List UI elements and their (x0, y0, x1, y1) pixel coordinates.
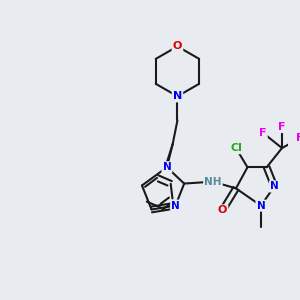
Text: N: N (256, 201, 265, 211)
Text: Cl: Cl (230, 143, 242, 153)
Text: F: F (259, 128, 267, 138)
Text: N: N (171, 201, 180, 211)
Text: F: F (296, 134, 300, 143)
Text: F: F (278, 122, 286, 132)
Text: O: O (218, 206, 227, 215)
Text: NH: NH (204, 177, 222, 187)
Text: N: N (163, 162, 171, 172)
Text: N: N (270, 182, 279, 191)
Text: O: O (173, 41, 182, 51)
Text: N: N (173, 91, 182, 101)
